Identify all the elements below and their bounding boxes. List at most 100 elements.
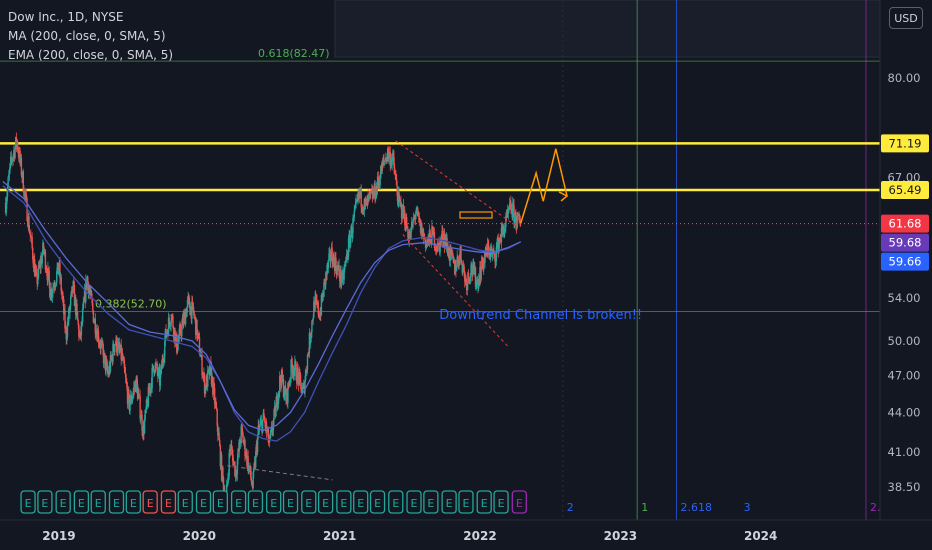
- candle-body: [424, 238, 426, 240]
- candle-body: [109, 355, 112, 372]
- candle-body: [481, 256, 484, 264]
- candle-body: [6, 187, 9, 197]
- earnings-label: E: [217, 497, 224, 510]
- candle-body: [116, 336, 118, 353]
- candle-body: [483, 258, 485, 270]
- earnings-marker: [142, 490, 158, 514]
- candle-body: [151, 367, 153, 389]
- candle-body: [48, 271, 50, 283]
- candle-body: [69, 296, 72, 306]
- earnings-marker: [266, 490, 282, 514]
- candle-body: [487, 243, 489, 246]
- candle-body: [347, 237, 350, 256]
- price-badge-1: [881, 181, 929, 200]
- candle-body: [153, 372, 156, 374]
- candle-body: [241, 427, 244, 434]
- currency-button[interactable]: USD: [889, 7, 923, 29]
- candle-body: [204, 385, 206, 394]
- candle-body: [436, 242, 439, 252]
- candle-body: [382, 159, 384, 165]
- price-badge-label-2: 61.68: [889, 217, 922, 231]
- candle-body: [364, 199, 366, 203]
- candle-body: [62, 297, 64, 300]
- candle-body: [375, 198, 377, 200]
- candle-body: [351, 227, 353, 238]
- candle-body: [188, 297, 191, 309]
- candle-body: [217, 425, 219, 436]
- candle-body: [139, 396, 141, 419]
- candle-body: [156, 363, 158, 372]
- breakout-box: [459, 211, 493, 219]
- fib-label-0: 0.618(82.47): [258, 47, 330, 60]
- candle-body: [498, 242, 500, 253]
- candle-body: [450, 248, 453, 255]
- earnings-marker: [90, 490, 106, 514]
- candle-body: [295, 363, 297, 381]
- earnings-marker: [301, 490, 317, 514]
- candle-body: [128, 389, 130, 396]
- candle-body: [227, 475, 230, 478]
- candle-body: [410, 227, 412, 239]
- candle-body: [55, 282, 57, 286]
- earnings-label: E: [252, 497, 259, 510]
- candle-body: [43, 249, 45, 252]
- candle-body: [352, 217, 355, 219]
- candle-body: [370, 191, 372, 194]
- candle-body: [253, 467, 255, 472]
- candle-body: [340, 269, 342, 284]
- candle-body: [191, 301, 193, 319]
- candle-body: [504, 227, 506, 229]
- candle-body: [196, 319, 198, 339]
- candle-body: [503, 228, 506, 237]
- candle-body: [127, 389, 129, 405]
- candle-body: [11, 159, 14, 161]
- candle-body: [340, 282, 343, 284]
- candle-body: [57, 270, 60, 274]
- candle-body: [161, 358, 163, 370]
- candle-body: [73, 285, 76, 306]
- candle-body: [304, 380, 306, 393]
- candle-body: [8, 174, 10, 178]
- candle-body: [181, 324, 183, 337]
- candle-body: [416, 207, 418, 214]
- candle-body: [177, 338, 180, 342]
- candle-body: [279, 376, 281, 392]
- candle-body: [78, 324, 80, 337]
- candle-body: [256, 435, 259, 453]
- candle-body: [397, 192, 400, 206]
- candle-body: [32, 247, 34, 260]
- candle-body: [215, 401, 217, 407]
- fib-label-1: 0.382(52.70): [95, 298, 167, 311]
- candle-body: [78, 334, 81, 337]
- candle-body: [250, 477, 252, 482]
- y-tick-label-6: 41.00: [888, 445, 921, 459]
- earnings-marker: [423, 490, 439, 514]
- candle-body: [65, 327, 67, 340]
- candle-body: [54, 286, 56, 288]
- candle-body: [184, 312, 187, 325]
- y-tick-label-2: 54.00: [888, 291, 921, 305]
- candle-body: [167, 318, 170, 336]
- candle-body: [301, 387, 304, 392]
- candle-body: [464, 271, 466, 282]
- candle-body: [343, 269, 345, 280]
- price-badge-label-1: 65.49: [889, 183, 922, 197]
- candle-body: [77, 320, 79, 325]
- candle-body: [241, 426, 243, 428]
- candle-body: [368, 195, 370, 199]
- candle-body: [273, 409, 275, 421]
- candle-body: [276, 395, 278, 408]
- candle-body: [92, 310, 95, 323]
- candle-body: [307, 353, 309, 356]
- candle-body: [442, 242, 444, 243]
- candle-body: [63, 299, 65, 315]
- candle-body: [237, 449, 239, 460]
- candle-body: [318, 314, 320, 316]
- candle-body: [499, 238, 501, 241]
- candle-body: [432, 227, 434, 236]
- candle-body: [298, 371, 300, 385]
- candle-body: [408, 235, 410, 241]
- candle-body: [393, 157, 395, 168]
- candle-body: [488, 245, 490, 255]
